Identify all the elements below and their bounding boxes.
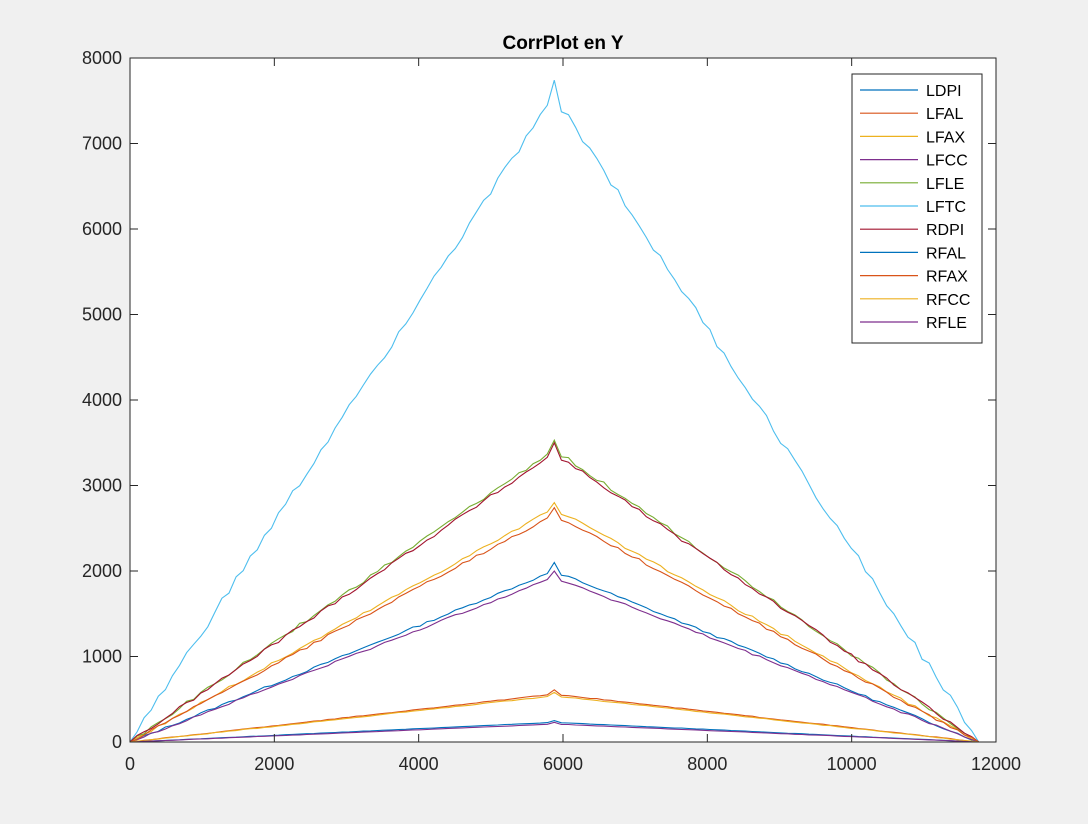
series-line-rfcc: [129, 691, 979, 743]
series-line-rfle: [129, 721, 979, 743]
axis-ticks: 0 2000 4000 6000 8000 10000 12000 0 1000 2000 3000…: [82, 48, 1021, 774]
x-tick-label: 0: [125, 754, 135, 774]
legend-box: [851, 73, 983, 344]
y-tick-label: 0: [112, 732, 122, 752]
legend-label: RFAL: [926, 245, 966, 262]
legend-label: LFLE: [926, 176, 964, 193]
x-tick-label: 2000: [254, 754, 294, 774]
legend: LDPI LFAL LFAX LFCC LFLE LFTC RDPI RFAL RFAX RFCC…: [851, 73, 983, 344]
legend-label: RFCC: [926, 292, 970, 309]
y-tick-label: 7000: [82, 134, 122, 154]
legend-label: LFCC: [926, 153, 968, 170]
series-line-lfax: [129, 501, 979, 743]
legend-label: RDPI: [926, 222, 964, 239]
series-line-lfal: [129, 689, 979, 743]
legend-label: LDPI: [926, 83, 962, 100]
series-line-rdpi: [129, 441, 980, 743]
y-tick-label: 6000: [82, 219, 122, 239]
x-tick-label: 10000: [827, 754, 877, 774]
legend-label: LFAL: [926, 106, 963, 123]
series-line-lfcc: [129, 570, 979, 743]
x-tick-label: 4000: [399, 754, 439, 774]
series-line-ldpi: [129, 561, 979, 743]
y-tick-label: 5000: [82, 305, 122, 325]
y-tick-label: 8000: [82, 48, 122, 68]
legend-label: RFAX: [926, 269, 968, 286]
x-tick-label: 12000: [971, 754, 1021, 774]
y-tick-label: 2000: [82, 561, 122, 581]
x-tick-label: 8000: [687, 754, 727, 774]
legend-label: RFLE: [926, 315, 967, 332]
y-tick-label: 4000: [82, 390, 122, 410]
chart-title: CorrPlot en Y: [502, 33, 623, 54]
series-line-lftc: [129, 80, 980, 743]
y-tick-label: 3000: [82, 476, 122, 496]
y-tick-label: 1000: [82, 647, 122, 667]
legend-label: LFAX: [926, 129, 965, 146]
x-tick-label: 6000: [543, 754, 583, 774]
series-line-rfax: [129, 506, 980, 743]
series-lines: [129, 80, 980, 743]
series-line-lfle: [129, 438, 980, 743]
legend-label: LFTC: [926, 199, 966, 216]
